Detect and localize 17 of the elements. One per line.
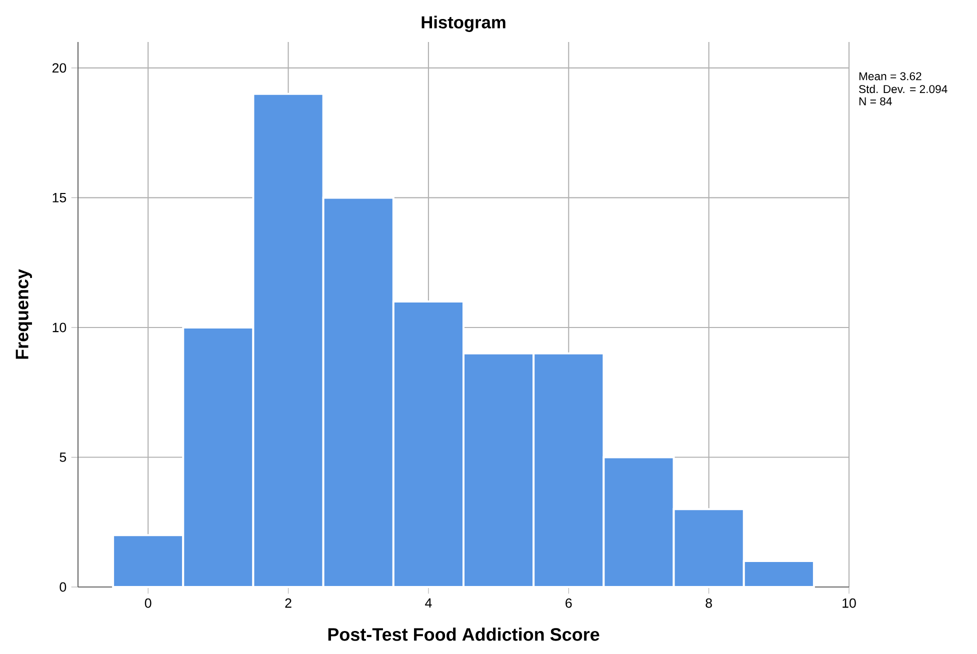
- y-axis-title: Frequency: [16, 269, 32, 359]
- y-tick-label: 20: [52, 63, 66, 73]
- y-tick-label: 5: [60, 452, 66, 462]
- x-tick-label: 2: [285, 598, 292, 608]
- x-tick-label: 4: [425, 598, 432, 608]
- y-tick-label: 0: [60, 582, 66, 592]
- x-tick-label: 0: [144, 598, 152, 608]
- x-axis-title: Post-Test Food Addiction Score: [328, 628, 600, 641]
- y-tick-label: 10: [52, 322, 66, 332]
- x-tick-label: 8: [706, 598, 712, 608]
- text: Mean = 3.62: [859, 72, 922, 80]
- text: N = 84: [859, 97, 892, 106]
- y-tick-label: 15: [52, 193, 66, 202]
- x-tick-label: 6: [566, 598, 572, 608]
- x-tick-label: 10: [842, 598, 856, 608]
- text: Std. Dev. = 2.094: [859, 84, 948, 94]
- chart-title: Histogram: [422, 16, 506, 32]
